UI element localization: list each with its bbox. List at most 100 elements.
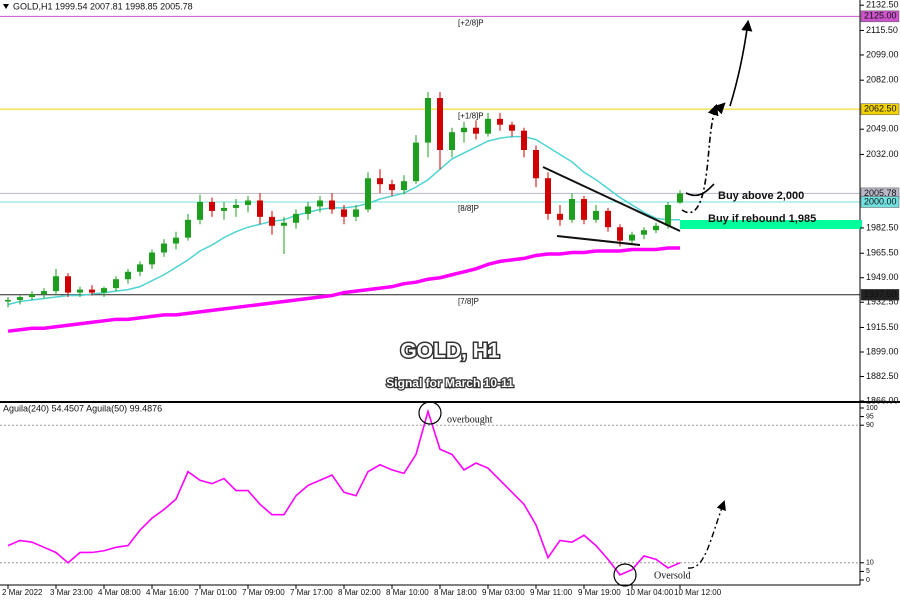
wedge-upper-line <box>542 166 681 232</box>
x-tick-label: 7 Mar 09:00 <box>242 588 285 597</box>
candle-body <box>485 118 491 134</box>
candle-body <box>269 216 275 226</box>
candle-body <box>209 201 215 211</box>
candle-body <box>5 300 11 302</box>
candle-body <box>77 289 83 293</box>
y-tick-label: 90 <box>866 422 874 429</box>
x-tick-label: 10 Mar 12:00 <box>674 588 722 597</box>
candle-body <box>425 98 431 143</box>
x-tick-label: 9 Mar 11:00 <box>530 588 573 597</box>
y-tick-label: 0 <box>866 577 870 584</box>
plot-layer: [+2/8]P [+1/8]P [8/8]P [7/8]P <box>0 15 860 576</box>
candle-body <box>257 200 263 217</box>
candle-body <box>545 178 551 214</box>
candle-body <box>281 222 287 226</box>
candle-body <box>641 230 647 235</box>
y-tick-label: 100 <box>866 405 878 412</box>
candle-body <box>509 124 515 131</box>
level-price-label: 2125.00 <box>864 11 897 21</box>
candle-body <box>173 237 179 244</box>
moving-average-line <box>7 246 680 333</box>
candle-body <box>53 276 59 292</box>
x-tick-label: 4 Mar 16:00 <box>146 588 189 597</box>
wedge-lower-line <box>556 235 641 246</box>
buy-zone <box>680 220 862 229</box>
candle-body <box>629 234 635 241</box>
y-tick-label: 1866.00 <box>866 395 899 405</box>
y-tick-label: 2082.00 <box>866 75 899 85</box>
candle-body <box>377 178 383 185</box>
x-tick-label: 4 Mar 08:00 <box>98 588 141 597</box>
y-tick-label: 1932.50 <box>866 297 899 307</box>
y-tick-label: 2099.00 <box>866 49 899 59</box>
price-header: GOLD,H1 1999.54 2007.81 1998.85 2005.78 <box>13 1 193 11</box>
candle-body <box>617 227 623 241</box>
y-tick-label: 2132.50 <box>866 0 899 10</box>
oversold-circle <box>613 563 637 587</box>
x-tick-label: 8 Mar 02:00 <box>338 588 381 597</box>
candle-body <box>449 132 455 151</box>
level-price-label: 1937.50 <box>864 289 897 299</box>
candle-body <box>437 98 443 151</box>
level-name: [7/8]P <box>458 297 479 306</box>
candle-body <box>521 130 527 151</box>
x-tick-label: 9 Mar 19:00 <box>578 588 621 597</box>
candle-body <box>101 288 107 293</box>
candle-body <box>569 199 575 220</box>
candle-body <box>221 207 227 211</box>
symbol-marker <box>3 4 9 9</box>
candle-body <box>353 209 359 217</box>
level-price-box <box>860 196 900 208</box>
candle-body <box>65 276 71 293</box>
x-tick-label: 2 Mar 2022 <box>2 588 43 597</box>
x-tick-label: 7 Mar 01:00 <box>194 588 237 597</box>
level-name: [+1/8]P <box>458 111 484 120</box>
level-price-label: 2005.78 <box>864 188 897 198</box>
candle-body <box>341 209 347 217</box>
y-tick-label: 5 <box>866 568 870 575</box>
level-price-label: 2000.00 <box>864 196 897 206</box>
candle-body <box>293 213 299 223</box>
candle-body <box>665 204 671 226</box>
x-tick-label: 7 Mar 17:00 <box>290 588 333 597</box>
candle-body <box>233 204 239 208</box>
y-tick-label: 1982.50 <box>866 222 899 232</box>
candle-body <box>245 200 251 205</box>
oscillator-line <box>7 408 681 576</box>
level-price-box <box>860 103 900 115</box>
x-tick-label: 8 Mar 10:00 <box>386 588 429 597</box>
oscillator-note: Oversold <box>654 570 691 581</box>
candle-body <box>365 178 371 210</box>
arrow-target <box>729 19 753 107</box>
chart-title: GOLD, H1 <box>400 340 499 363</box>
candle-body <box>533 150 539 179</box>
arrow-rebound <box>681 103 719 214</box>
y-tick-label: 2115.50 <box>866 25 898 35</box>
candle-body <box>185 219 191 238</box>
candle-body <box>305 206 311 214</box>
candle-body <box>137 264 143 272</box>
y-tick-label: 1915.50 <box>866 322 899 332</box>
y-tick-label: 95 <box>866 413 874 420</box>
level-price-label: 2062.50 <box>864 104 897 114</box>
candle-body <box>113 279 119 289</box>
candle-body <box>389 184 395 191</box>
candle-body <box>329 200 335 210</box>
candle-body <box>317 200 323 207</box>
level-price-box <box>860 289 900 301</box>
candle-body <box>149 252 155 265</box>
x-tick-label: 10 Mar 04:00 <box>626 588 674 597</box>
level-name: [+2/8]P <box>458 18 484 27</box>
overbought-circle <box>418 401 442 425</box>
arrow-oscillator <box>687 500 726 569</box>
candle-body <box>29 294 35 298</box>
y-tick-label: 1965.50 <box>866 248 899 258</box>
candle-body <box>677 193 683 203</box>
candle-body <box>413 142 419 182</box>
x-tick-label: 9 Mar 03:00 <box>482 588 525 597</box>
candle-body <box>653 225 659 231</box>
arrow-breakout <box>685 183 715 197</box>
